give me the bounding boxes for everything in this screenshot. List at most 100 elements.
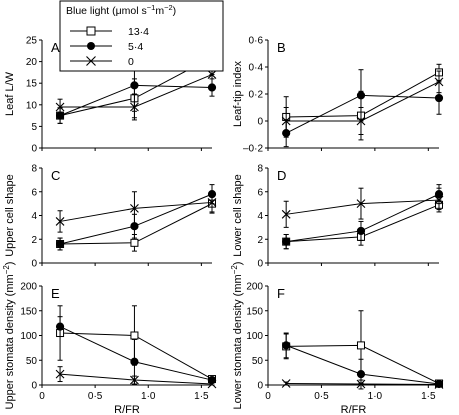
x-tick-label: 0 [39, 391, 45, 402]
legend-item: 0 [70, 56, 134, 68]
legend-item: 5·4 [70, 41, 143, 53]
data-point-x [281, 379, 291, 388]
series-line [286, 383, 440, 386]
x-axis-label: R/FR [341, 404, 367, 415]
data-point-circle [356, 226, 366, 236]
x-axis-label: R/FR [114, 404, 140, 415]
legend-marker-x [86, 56, 96, 66]
series-x [281, 187, 444, 228]
series-square [282, 63, 443, 141]
y-tick-label: 0 [257, 381, 263, 392]
panel-letter: E [51, 286, 60, 301]
data-point-x [434, 380, 444, 389]
y-tick-label: 10 [26, 100, 38, 111]
y-tick-label: 200 [20, 282, 37, 293]
data-point-x [130, 102, 139, 112]
data-point-square [130, 331, 139, 340]
legend: Blue light (μmol s−1m−2) 13·4 5·4 0 [59, 0, 224, 72]
panel-a: 0 5 10 15 20 25 A Leaf L/W [4, 36, 217, 155]
legend-box [59, 0, 224, 72]
y-tick-label: 8 [257, 164, 263, 175]
y-axis-label: Leaf L/W [4, 71, 16, 116]
data-point-square [130, 238, 139, 247]
series-x [55, 191, 217, 233]
data-point-circle [130, 81, 139, 90]
y-tick-label: 6 [31, 187, 37, 198]
series-x [281, 70, 444, 135]
series-x [281, 379, 444, 389]
series-x [55, 61, 217, 121]
y-tick-label: 0 [31, 144, 37, 155]
data-point-circle [55, 239, 65, 249]
data-point-x [356, 379, 366, 389]
panel-letter: B [277, 40, 286, 55]
x-tick-label: 1·0 [368, 391, 383, 402]
series-square [56, 305, 216, 384]
series-circle [55, 316, 217, 385]
legend-marker-circle [87, 42, 95, 50]
series-x [55, 366, 217, 389]
y-tick-label: 50 [26, 356, 38, 367]
panel-b: –0·2 0 0·2 0·4 0·6 B Leaf-tip index [232, 36, 444, 155]
panel-c: 0 2 4 6 8 C Upper cell shape [4, 164, 217, 270]
legend-label: 0 [128, 56, 134, 68]
legend-marker-square [86, 26, 96, 36]
legend-title: Blue light (μmol s−1m−2) [66, 3, 176, 17]
y-tick-label: 0 [257, 117, 263, 128]
data-point-x [207, 379, 217, 389]
y-tick-label: 0·4 [249, 63, 264, 74]
y-tick-label: 4 [31, 211, 37, 222]
data-point-x [55, 217, 65, 226]
data-point-x [434, 77, 444, 87]
y-tick-label: –0·2 [243, 144, 263, 155]
data-point-x [207, 70, 217, 79]
data-point-x [55, 369, 65, 379]
y-tick-label: 2 [31, 235, 37, 246]
data-point-circle [130, 357, 139, 366]
panel-letter: D [277, 168, 286, 183]
x-tick-label: 1·0 [141, 391, 156, 402]
x-tick-label: 0·5 [88, 391, 103, 402]
panel-letter: F [277, 286, 285, 301]
data-point-circle [356, 370, 366, 379]
legend-item: 13·4 [70, 26, 149, 38]
data-point-x [130, 203, 139, 213]
y-tick-label: 25 [26, 36, 38, 47]
panel-f: 0 50 100 150 200 0 0·5 1·0 1·5 F Lower stomata den… [230, 262, 444, 415]
panel-e: 0 50 100 150 200 0 0·5 1·0 1·5 E Upper stomata den… [2, 262, 217, 415]
panel-d: 0 2 4 6 8 D Lower cell shape [232, 164, 444, 270]
y-tick-label: 5 [31, 122, 37, 133]
data-point-circle [434, 93, 444, 103]
panel-letter: A [51, 40, 60, 55]
y-axis-label: Leaf-tip index [232, 60, 244, 127]
x-tick-label: 0·5 [314, 391, 329, 402]
x-tick-label: 0 [265, 391, 271, 402]
data-point-square [356, 341, 365, 350]
series-square [282, 199, 443, 250]
data-point-x [55, 102, 65, 112]
y-tick-label: 15 [26, 79, 38, 90]
y-tick-label: 0·6 [249, 36, 264, 47]
y-tick-label: 150 [246, 306, 263, 317]
data-point-circle [282, 237, 291, 246]
x-tick-label: 1·5 [421, 391, 436, 402]
data-point-x [434, 195, 444, 205]
legend-label: 13·4 [128, 26, 149, 38]
x-tick-label: 1·5 [194, 391, 209, 402]
y-tick-label: 4 [257, 211, 263, 222]
y-tick-label: 100 [20, 331, 37, 342]
y-tick-label: 0 [31, 381, 37, 392]
y-tick-label: 150 [20, 306, 37, 317]
series-circle [282, 69, 444, 148]
y-tick-label: 8 [31, 164, 37, 175]
series-line [59, 201, 213, 222]
data-point-x [281, 209, 291, 219]
y-axis-label: Upper cell shape [4, 174, 16, 257]
y-tick-label: 200 [246, 282, 263, 293]
legend-label: 5·4 [128, 41, 143, 53]
y-axis-label: Upper stomata density (mm−2) [2, 262, 16, 410]
y-tick-label: 50 [252, 356, 264, 367]
data-point-circle [55, 322, 65, 331]
data-point-x [130, 375, 139, 385]
